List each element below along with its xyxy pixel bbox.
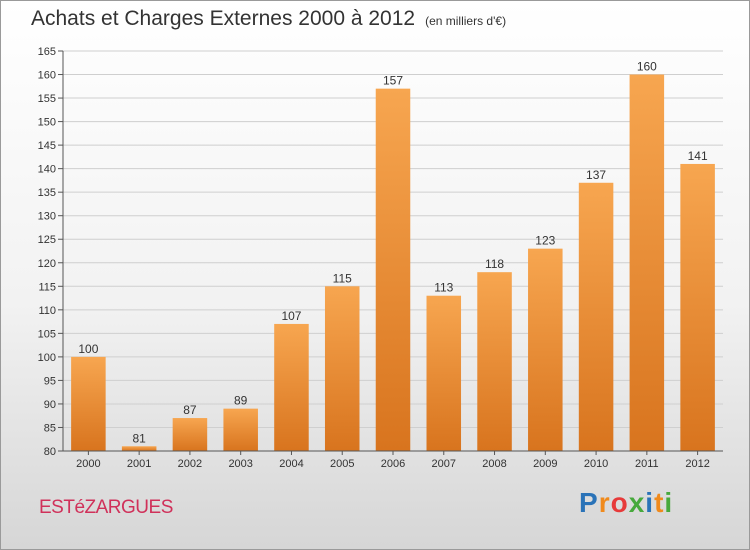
x-tick-label: 2002	[178, 458, 202, 470]
y-tick-label: 155	[38, 93, 56, 105]
bar-2003	[223, 408, 258, 451]
logo-letter: o	[610, 487, 629, 518]
bar-2012	[680, 163, 715, 452]
y-tick-label: 135	[38, 187, 56, 199]
x-tick-label: 2000	[76, 458, 100, 470]
bar-2011	[629, 74, 665, 451]
logo-letter: r	[598, 487, 611, 518]
data-label: 87	[183, 403, 197, 417]
y-tick-label: 90	[44, 399, 56, 411]
y-tick-label: 115	[38, 281, 56, 293]
bar-2002	[172, 418, 208, 451]
logo-letter: i	[664, 487, 674, 518]
y-tick-label: 125	[38, 234, 56, 246]
data-label: 81	[132, 431, 146, 445]
data-label: 157	[383, 74, 403, 88]
town-name: ESTéZARGUES	[39, 497, 173, 518]
data-label: 115	[333, 271, 352, 285]
x-tick-label: 2001	[127, 458, 151, 470]
bar-2009	[528, 248, 563, 451]
data-label: 123	[535, 234, 555, 248]
logo-letter: i	[645, 487, 655, 518]
y-tick-label: 80	[44, 446, 56, 458]
y-tick-label: 110	[38, 305, 56, 317]
chart-title: Achats et Charges Externes 2000 à 2012 (e…	[31, 7, 506, 31]
data-label: 107	[281, 309, 301, 323]
x-tick-label: 2003	[228, 458, 252, 470]
data-label: 100	[78, 342, 98, 356]
x-tick-label: 2006	[381, 458, 405, 470]
bar-2007	[426, 295, 462, 451]
x-tick-label: 2010	[584, 458, 608, 470]
x-tick-label: 2008	[482, 458, 506, 470]
bars: 100 81 87 89 107 115 157 113 118 123 137 160 141	[71, 60, 715, 452]
y-tick-label: 160	[38, 70, 56, 82]
x-axis: 2000 2001 2002 2003 2004 2005 2006 2007 2008 2009…	[63, 450, 723, 470]
logo-letter: t	[654, 487, 665, 518]
x-tick-label: 2007	[432, 458, 456, 470]
y-tick-label: 165	[38, 46, 56, 58]
y-tick-label: 105	[38, 328, 56, 340]
data-label: 137	[586, 168, 606, 182]
bar-2010	[578, 182, 614, 451]
x-tick-label: 2012	[685, 458, 709, 470]
y-tick-label: 120	[38, 258, 56, 270]
bar-2006	[375, 88, 411, 451]
chart-subtitle: (en milliers d'€)	[425, 14, 507, 28]
data-label: 113	[434, 281, 453, 295]
data-label: 89	[234, 394, 248, 408]
data-label: 118	[485, 257, 504, 271]
logo-letter: P	[579, 487, 599, 518]
y-tick-label: 85	[44, 422, 56, 434]
y-tick-label: 145	[38, 140, 56, 152]
x-tick-label: 2004	[279, 458, 303, 470]
data-label: 141	[688, 149, 708, 163]
y-axis: 80 85 90 95 100 105 110 115 120 125 130 135 140 145 15…	[38, 46, 64, 458]
bar-2008	[477, 272, 512, 451]
y-tick-label: 100	[38, 352, 56, 364]
proxiti-logo: Proxiti	[579, 487, 673, 519]
logo-letter: x	[628, 487, 646, 518]
x-tick-label: 2011	[635, 458, 659, 470]
y-tick-label: 95	[44, 375, 56, 387]
bar-2001	[121, 446, 157, 451]
x-tick-label: 2009	[533, 458, 557, 470]
y-tick-label: 130	[38, 211, 56, 223]
y-tick-label: 150	[38, 117, 56, 129]
bar-2005	[324, 286, 360, 451]
chart-title-text: Achats et Charges Externes 2000 à 2012	[31, 7, 416, 30]
data-label: 160	[637, 60, 657, 74]
bar-2000	[71, 356, 106, 451]
x-tick-label: 2005	[330, 458, 354, 470]
y-tick-label: 140	[38, 164, 56, 176]
bar-2004	[274, 323, 309, 451]
